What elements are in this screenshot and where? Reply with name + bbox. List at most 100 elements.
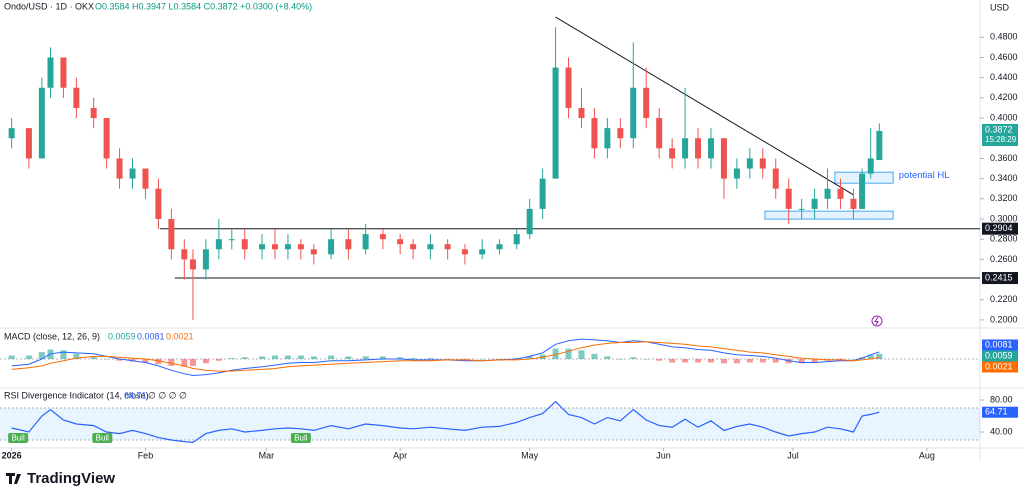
candle-body (772, 168, 779, 189)
macd-histogram-bar (25, 355, 32, 359)
candle-body (565, 67, 572, 108)
candle-body (47, 57, 54, 88)
candle-body (345, 239, 352, 250)
macd-histogram-bar (604, 356, 611, 359)
candle-body (379, 234, 386, 240)
macd-histogram-bar (643, 359, 650, 360)
macd-histogram-bar (759, 359, 766, 363)
candle-body (129, 168, 136, 179)
candle-body (397, 239, 404, 245)
level-label: 0.2415 (985, 272, 1013, 282)
candle-body (720, 138, 727, 179)
candle-body (733, 168, 740, 179)
macd-legend-value: 0.0059 (108, 331, 136, 341)
macd-histogram-bar (552, 348, 559, 359)
candle-body (427, 244, 434, 250)
candle-body (604, 128, 611, 149)
macd-histogram-bar (479, 359, 486, 360)
candle-body (539, 178, 546, 209)
macd-histogram-bar (189, 359, 196, 366)
macd-histogram-bar (867, 354, 874, 359)
macd-histogram-bar (876, 353, 883, 359)
macd-axis-box (982, 350, 1018, 362)
candle-body (617, 128, 624, 139)
candle-body (142, 168, 149, 189)
price-tick-label: 0.4200 (990, 92, 1018, 102)
macd-histogram-bar (271, 355, 278, 359)
macd-histogram-bar (155, 359, 162, 365)
macd-histogram-bar (228, 358, 235, 359)
candle-body (837, 188, 844, 199)
macd-histogram-bar (90, 356, 97, 359)
candle-body (746, 158, 753, 169)
macd-histogram-bar (617, 359, 624, 360)
rsi-axis-value: 64.71 (985, 407, 1008, 417)
macd-histogram-bar (656, 359, 663, 361)
quote: O0.3584 H0.3947 L0.3584 C0.3872 +0.0300 … (95, 1, 312, 11)
rsi-legend-value: 64.71 (124, 390, 147, 400)
macd-histogram-bar (410, 358, 417, 359)
time-tick-label: Jul (787, 450, 799, 460)
candle-body (103, 118, 110, 159)
level-label-box (982, 222, 1018, 235)
candle-body (241, 239, 248, 250)
candle-body (60, 57, 67, 88)
candle-body (202, 249, 209, 270)
candle-body (215, 239, 222, 250)
macd-histogram-bar (630, 357, 637, 359)
candle-body (259, 244, 266, 250)
macd-histogram-bar (215, 359, 222, 361)
candle-body (410, 244, 417, 250)
price-tick-label: 0.4000 (990, 112, 1018, 122)
rsi-title: RSI Divergence Indicator (14, close) (4, 390, 149, 400)
macd-histogram-bar (682, 359, 689, 363)
rsi-band (0, 408, 980, 440)
countdown: 15:28:29 (985, 135, 1017, 144)
bull-label-box (290, 433, 311, 443)
candle-body (25, 128, 32, 159)
macd-legend-value: 0.0081 (137, 331, 165, 341)
macd-histogram-bar (181, 359, 188, 367)
event-icon-bolt (874, 316, 879, 326)
price-tick-label: 0.2200 (990, 294, 1018, 304)
macd-line (11, 338, 880, 377)
candle-body (116, 158, 123, 179)
candle-body (38, 87, 45, 159)
rsi-tick-label: 40.00 (990, 426, 1013, 436)
event-icon[interactable] (871, 315, 883, 327)
symbol-title: Ondo/USD · 1D · OKX (4, 1, 94, 11)
macd-histogram-bar (526, 356, 533, 359)
candle-body (759, 158, 766, 169)
candle-body (578, 107, 585, 119)
price-tick-label: 0.2000 (990, 314, 1018, 324)
macd-histogram-bar (720, 359, 727, 364)
macd-histogram-bar (798, 359, 805, 364)
candle-body (798, 208, 805, 210)
macd-histogram-bar (733, 359, 740, 364)
rsi-tick-label: 80.00 (990, 394, 1013, 404)
candle-body (850, 198, 857, 209)
candle-body (310, 249, 317, 255)
candle-body (168, 218, 175, 250)
macd-histogram-bar (103, 359, 110, 360)
macd-histogram-bar (8, 355, 15, 359)
time-tick-label: Feb (138, 450, 154, 460)
candle-body (513, 234, 520, 245)
macd-histogram-bar (362, 356, 369, 359)
macd-histogram-bar (850, 359, 857, 360)
macd-histogram-bar (811, 359, 818, 363)
candle-body (591, 118, 598, 149)
macd-histogram-bar (297, 355, 304, 359)
candle-body (656, 118, 663, 149)
macd-title: MACD (close, 12, 26, 9) (4, 331, 100, 341)
candle-body (155, 188, 162, 219)
candle-body (189, 259, 196, 270)
macd-axis-box (982, 339, 1018, 351)
time-tick-label: 2026 (2, 450, 22, 460)
bull-label: Bull (11, 434, 25, 443)
macd-histogram-bar (241, 357, 248, 359)
candle-body (228, 239, 235, 241)
macd-histogram-bar (746, 359, 753, 363)
macd-histogram-bar (695, 359, 702, 363)
level-label-box (982, 272, 1018, 285)
